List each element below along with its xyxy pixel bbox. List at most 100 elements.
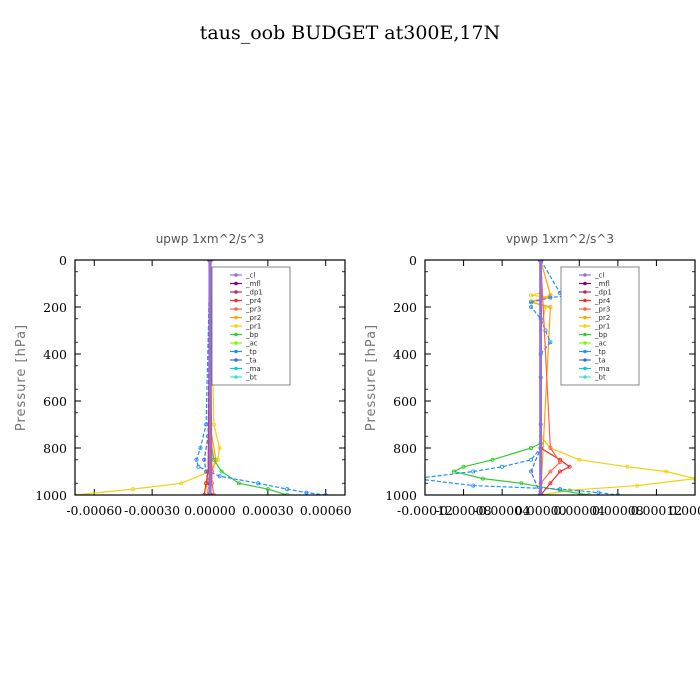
legend-marker (234, 324, 238, 328)
y-tick-label: 600 (393, 394, 417, 409)
panel-1: upwp 1xm^2/s^3 Pressure [hPa] 0 200 400 600 80… (14, 232, 352, 518)
legend-label: _bt (594, 374, 606, 382)
legend: _cl_mfl_dp1_pr4_pr3_pr2_pr1_bp_ac_tp_ta_… (211, 266, 291, 386)
series-point-tp (217, 474, 222, 479)
x-tick-label: 0.00030 (242, 503, 294, 518)
legend-label: _pr4 (245, 297, 262, 305)
series-point-pr4 (558, 469, 563, 474)
series-point-pr1 (217, 445, 222, 450)
series-point-cl (207, 492, 213, 495)
series-point-tp (548, 295, 553, 300)
series-point-cl (537, 492, 544, 495)
legend-marker (583, 298, 587, 303)
series-point-tp (548, 340, 553, 345)
series-point-tp (285, 487, 290, 492)
legend-box (560, 266, 640, 386)
legend-label: _mfl (594, 280, 610, 288)
legend-marker (234, 273, 238, 277)
legend-marker (583, 349, 587, 354)
series-point-bp (529, 445, 534, 450)
series-point-pr4 (567, 464, 572, 469)
series-line-tp (195, 260, 326, 495)
series-point-bp (480, 476, 485, 481)
legend-marker (234, 290, 238, 294)
legend-label: _dp1 (245, 289, 263, 297)
legend-label: _bt (245, 374, 257, 382)
series-point-tp (471, 483, 476, 488)
x-tick-label: 0.00012 (631, 503, 683, 518)
series-point-tp (558, 487, 563, 492)
legend-label: _pr1 (594, 323, 610, 331)
series-point-pr1 (577, 457, 582, 462)
legend-marker (583, 315, 587, 320)
legend-label: _pr4 (594, 297, 611, 305)
legend-label: _pr3 (245, 306, 261, 314)
series-point-bp (461, 464, 466, 469)
legend-marker (234, 281, 238, 286)
series-point-tp (304, 490, 309, 495)
legend-marker (583, 281, 587, 286)
y-axis-label: Pressure [hPa] (14, 324, 29, 431)
legend-marker (234, 341, 238, 345)
series-point-pr1 (529, 293, 534, 298)
y-tick-label: 200 (393, 300, 417, 315)
x-tick-label: 0.00008 (592, 503, 644, 518)
plot-frame (74, 259, 346, 496)
y-axis-label: Pressure [hPa] (364, 324, 379, 431)
legend-label: _ac (245, 340, 258, 348)
series-point-tp (256, 481, 261, 486)
x-tick-label: 0.00000 (184, 503, 236, 518)
y-tick-label: 400 (393, 347, 417, 362)
series-point-pr1 (130, 487, 135, 492)
legend-label: _ta (245, 357, 257, 365)
series-point-pr1 (693, 476, 695, 481)
y-tick-label: 800 (393, 441, 417, 456)
series-point-ta (202, 457, 207, 462)
legend-marker (583, 341, 587, 345)
series-point-pr1 (179, 481, 184, 486)
legend-marker (583, 358, 587, 362)
x-tick-label: -0.00012 (397, 503, 453, 518)
series-point-pr4 (548, 481, 553, 486)
series-point-bp (265, 487, 270, 492)
series-point-pr4 (204, 481, 209, 486)
y-tick-label: 400 (43, 347, 67, 362)
series-point-tp (529, 304, 534, 309)
series-point-pr1 (211, 422, 216, 427)
x-tick-label: 0.00000 (515, 503, 567, 518)
series-point-pr3 (548, 469, 553, 474)
legend-marker (234, 307, 238, 311)
y-tick-label: 1000 (35, 488, 67, 503)
x-tick-label: 0.00004 (553, 503, 605, 518)
x-tick-label: -0.00060 (66, 503, 122, 518)
x-tick-label: -0.00030 (124, 503, 180, 518)
legend-marker (583, 366, 587, 371)
legend-label: _dp1 (594, 289, 612, 297)
legend-marker (583, 290, 587, 294)
legend-marker (234, 332, 238, 337)
y-tick-label: 200 (43, 300, 67, 315)
legend-marker (234, 315, 238, 320)
series-point-tp (471, 469, 476, 474)
series-point-tp (198, 445, 203, 450)
series-point-tp (500, 464, 505, 469)
y-tick-label: 0 (409, 253, 417, 268)
figure-title: taus_oob BUDGET at300E,17N (199, 22, 501, 44)
legend-marker (583, 307, 587, 311)
legend-label: _mfl (245, 280, 261, 288)
legend-marker (234, 298, 238, 303)
plot-frame (424, 259, 696, 496)
x-tick-label: -0.00004 (474, 503, 530, 518)
x-tick-label: -0.00008 (436, 503, 492, 518)
legend-label: _tp (594, 348, 606, 356)
panel-2: vpwp 1xm^2/s^3 Pressure [hPa] 0 200 400 600 80… (364, 232, 700, 518)
legend-label: _pr1 (245, 323, 261, 331)
legend-label: _tp (245, 348, 257, 356)
panel-title: vpwp 1xm^2/s^3 (506, 232, 614, 246)
legend-label: _ma (594, 365, 610, 373)
series-point-pr2 (548, 293, 553, 298)
legend-marker (583, 324, 587, 328)
series-point-pr1 (664, 469, 669, 474)
legend-label: _bp (245, 331, 259, 339)
series-point-tp (414, 477, 417, 480)
